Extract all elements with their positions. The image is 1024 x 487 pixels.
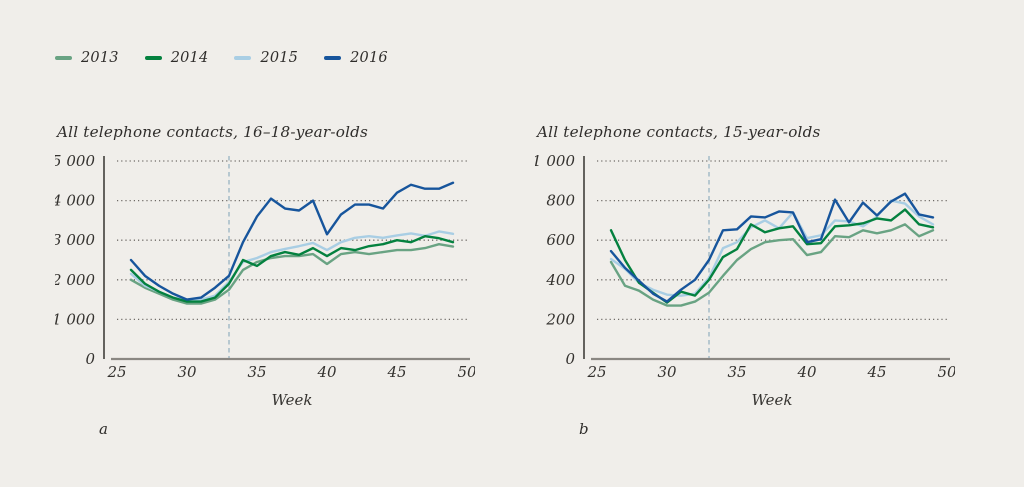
legend-item-2014: 2014 — [144, 50, 209, 66]
chart-a-plot: 5 000 4 000 3 000 2 000 1 000 0 25 30 35 40 45 50 We… — [55, 152, 475, 409]
x-tick-label: 45 — [866, 363, 886, 381]
legend-label: 2015 — [260, 50, 299, 66]
y-tick-label: 5 000 — [55, 152, 95, 170]
x-tick-label: 50 — [457, 363, 475, 381]
x-axis-title: Week — [271, 391, 312, 409]
legend-label: 2014 — [170, 50, 209, 66]
legend-item-2013: 2013 — [55, 50, 119, 66]
x-tick-label: 25 — [586, 363, 606, 381]
y-tick-label: 2 000 — [55, 271, 95, 289]
y-tick-label: 400 — [545, 271, 575, 289]
y-tick-label: 1 000 — [535, 152, 575, 170]
y-tick-label: 800 — [546, 192, 575, 210]
series-line-2016 — [609, 192, 935, 303]
chart-b-plot: 1 000 800 600 400 200 0 25 30 35 40 45 50 Week — [535, 152, 955, 409]
series-line-2016 — [129, 181, 455, 301]
panel-letter-a: a — [99, 420, 108, 438]
y-tick-label: 1 000 — [55, 310, 95, 328]
legend: 2013 2014 2015 2016 — [55, 50, 388, 66]
x-tick-label: 30 — [177, 363, 197, 381]
x-tick-label: 35 — [727, 363, 746, 381]
legend-swatch-2016 — [324, 56, 342, 60]
x-tick-label: 25 — [106, 363, 126, 381]
y-tick-label: 0 — [85, 350, 95, 368]
x-tick-label: 40 — [316, 363, 337, 381]
y-tick-label: 600 — [546, 231, 575, 249]
legend-item-2016: 2016 — [324, 50, 388, 66]
chart-a-title: All telephone contacts, 16–18-year-olds — [57, 123, 369, 141]
series-line-2013 — [129, 242, 455, 305]
x-axis-title: Week — [751, 391, 792, 409]
legend-label: 2013 — [81, 50, 119, 66]
x-tick-label: 50 — [937, 363, 955, 381]
panel-letter-b: b — [579, 420, 589, 438]
chart-b-title: All telephone contacts, 15-year-olds — [537, 123, 821, 141]
x-tick-label: 45 — [386, 363, 406, 381]
legend-swatch-2014 — [144, 56, 162, 60]
y-tick-label: 0 — [565, 350, 575, 368]
x-tick-label: 40 — [796, 363, 817, 381]
y-tick-label: 4 000 — [55, 192, 95, 210]
legend-label: 2016 — [350, 50, 388, 66]
y-tick-label: 3 000 — [55, 231, 95, 249]
x-tick-label: 35 — [247, 363, 266, 381]
series-line-2014 — [129, 235, 455, 303]
y-tick-label: 200 — [545, 310, 575, 328]
legend-item-2015: 2015 — [234, 50, 298, 66]
series-line-2013 — [609, 223, 935, 307]
x-tick-label: 30 — [657, 363, 677, 381]
legend-swatch-2015 — [234, 56, 252, 60]
legend-swatch-2013 — [55, 56, 72, 60]
